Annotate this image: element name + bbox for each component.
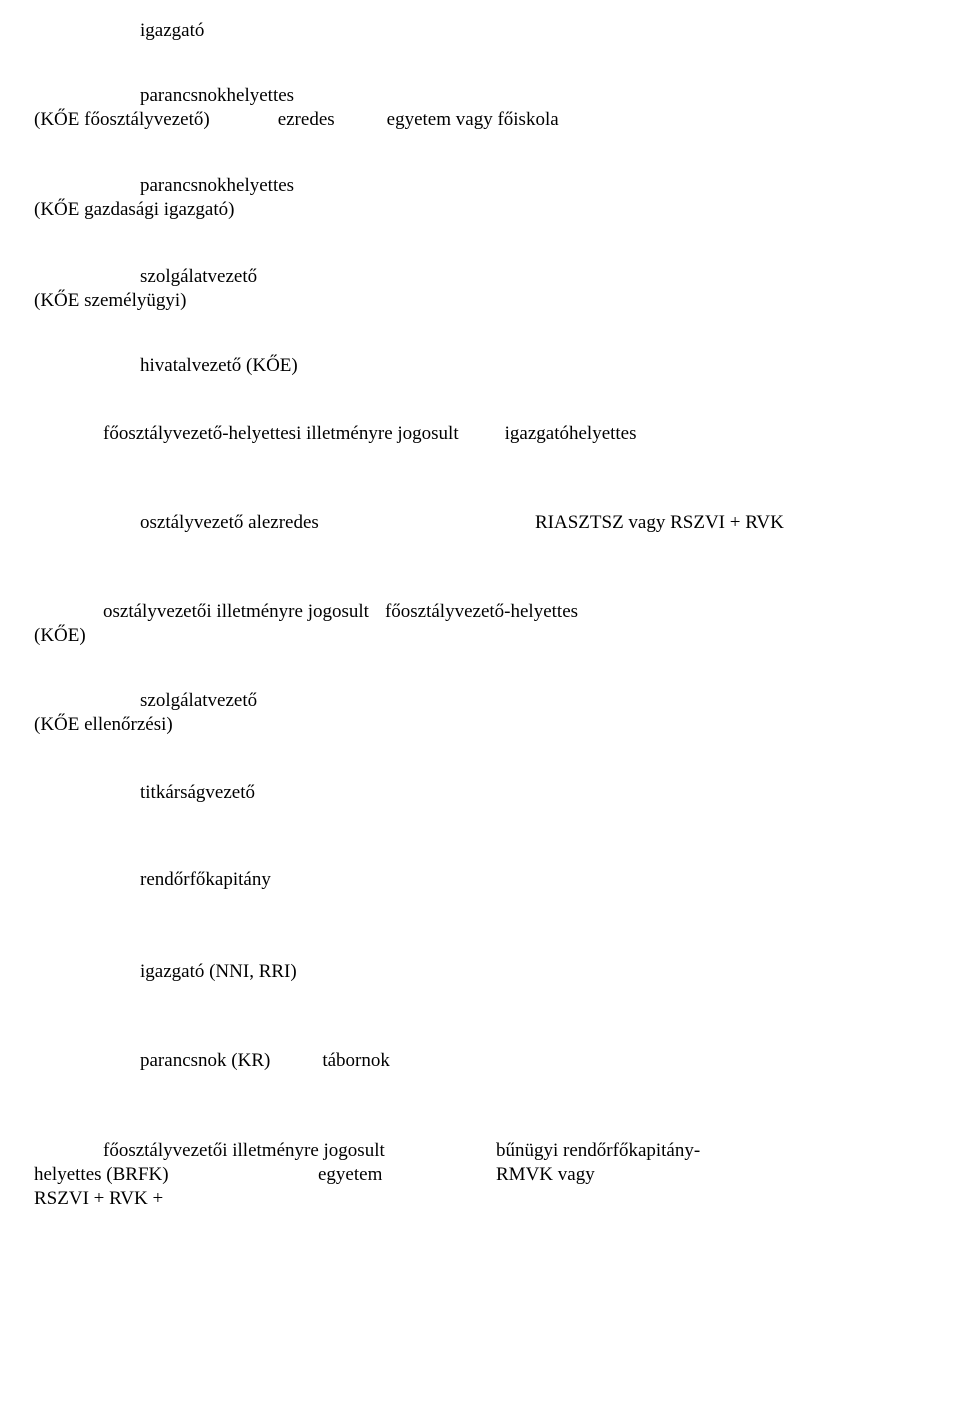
text: (KŐE) bbox=[34, 625, 86, 646]
text: titkárságvezető bbox=[140, 782, 255, 803]
text: parancsnok (KR) bbox=[140, 1050, 270, 1071]
text: (KŐE személyügyi) bbox=[34, 290, 186, 311]
text: igazgató (NNI, RRI) bbox=[140, 961, 297, 982]
text: helyettes (BRFK) bbox=[34, 1164, 169, 1185]
text: ezredes bbox=[278, 109, 335, 130]
text: igazgatóhelyettes bbox=[505, 423, 637, 444]
text: RSZVI + RVK + bbox=[34, 1188, 163, 1209]
text: főosztályvezetői illetményre jogosult bbox=[103, 1140, 385, 1161]
text: szolgálatvezető bbox=[140, 690, 257, 711]
text: parancsnokhelyettes bbox=[140, 85, 294, 106]
text: szolgálatvezető bbox=[140, 266, 257, 287]
text: igazgató bbox=[140, 20, 204, 41]
text: egyetem bbox=[318, 1164, 382, 1185]
text: (KŐE főosztályvezető) bbox=[34, 109, 210, 130]
text: RMVK vagy bbox=[496, 1164, 595, 1185]
text: (KŐE gazdasági igazgató) bbox=[34, 199, 234, 220]
text: (KŐE ellenőrzési) bbox=[34, 714, 173, 735]
text: hivatalvezető (KŐE) bbox=[140, 355, 298, 376]
text: tábornok bbox=[322, 1050, 390, 1071]
text: egyetem vagy főiskola bbox=[387, 109, 559, 130]
text: osztályvezető alezredes bbox=[140, 512, 319, 533]
text: RIASZTSZ vagy RSZVI + RVK bbox=[535, 512, 784, 533]
text: rendőrfőkapitány bbox=[140, 869, 271, 890]
text: főosztályvezető-helyettesi illetményre j… bbox=[103, 423, 459, 444]
text: parancsnokhelyettes bbox=[140, 175, 294, 196]
text: bűnügyi rendőrfőkapitány- bbox=[496, 1140, 700, 1161]
text: osztályvezetői illetményre jogosult bbox=[103, 601, 369, 622]
text: főosztályvezető-helyettes bbox=[385, 601, 578, 622]
